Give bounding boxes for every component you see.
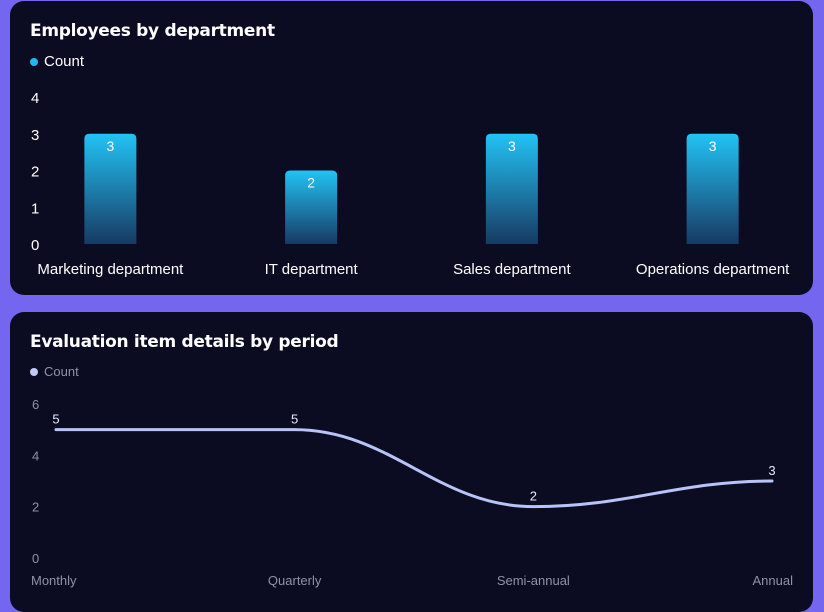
y-tick-label: 2 xyxy=(32,500,39,515)
employees-chart-legend[interactable]: Count xyxy=(30,53,84,70)
bar xyxy=(285,170,338,244)
bar-value-label: 2 xyxy=(307,175,315,191)
y-tick-label: 6 xyxy=(32,397,39,412)
x-tick-label: Semi-annual xyxy=(497,573,570,588)
y-tick-label: 4 xyxy=(31,90,39,107)
bar-chart-canvas: 0 1 2 3 4 3 Marketing department 2 IT department… xyxy=(31,90,790,278)
evaluation-chart-title: Evaluation item details by period xyxy=(30,332,339,352)
point-value-label: 2 xyxy=(530,489,537,504)
legend-label: Count xyxy=(44,364,79,379)
y-tick-label: 2 xyxy=(31,164,39,181)
x-tick-label: IT department xyxy=(265,261,359,278)
employees-chart-panel: Employees by department Count 0 1 2 3 4 3 Mark… xyxy=(10,1,813,295)
legend-label: Count xyxy=(44,53,85,70)
bar-value-label: 3 xyxy=(709,138,717,154)
point-value-label: 3 xyxy=(768,463,775,478)
line-chart-canvas: 02465Monthly5Quarterly2Semi-annual3Annua… xyxy=(31,397,794,588)
point-value-label: 5 xyxy=(291,412,298,427)
evaluation-chart-panel: Evaluation item details by period Count … xyxy=(10,312,813,612)
x-tick-label: Monthly xyxy=(31,573,77,588)
x-tick-label: Annual xyxy=(753,573,794,588)
y-tick-label: 0 xyxy=(31,237,39,254)
y-tick-label: 3 xyxy=(31,127,39,144)
bar-value-label: 3 xyxy=(508,138,516,154)
point-value-label: 5 xyxy=(52,412,59,427)
series-line xyxy=(54,428,774,509)
y-tick-label: 1 xyxy=(31,200,39,217)
y-tick-label: 0 xyxy=(32,551,39,566)
legend-dot-icon xyxy=(30,57,38,66)
legend-dot-icon xyxy=(30,367,38,376)
employees-chart-title: Employees by department xyxy=(30,21,275,41)
x-tick-label: Quarterly xyxy=(268,573,322,588)
bar xyxy=(485,133,538,244)
evaluation-chart-legend[interactable]: Count xyxy=(30,364,79,379)
x-tick-label: Marketing department xyxy=(37,261,184,278)
x-tick-label: Operations department xyxy=(636,261,790,278)
y-tick-label: 4 xyxy=(32,448,39,463)
bar-value-label: 3 xyxy=(106,138,114,154)
bar xyxy=(84,133,137,244)
bar xyxy=(686,133,739,244)
x-tick-label: Sales department xyxy=(453,261,571,278)
